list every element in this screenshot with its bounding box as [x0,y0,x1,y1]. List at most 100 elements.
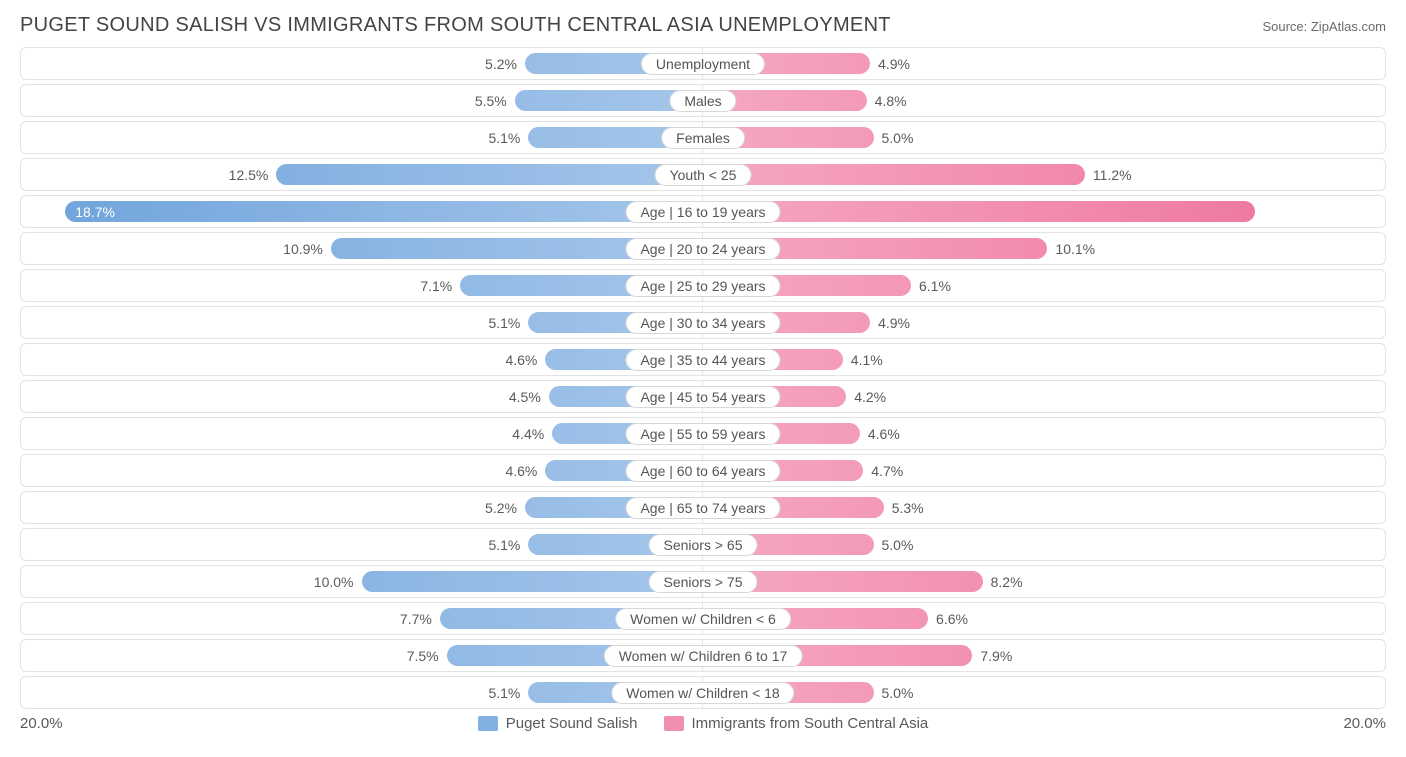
row-category-label: Age | 16 to 19 years [625,201,780,223]
value-left: 5.2% [485,500,517,516]
chart-footer: 20.0% Puget Sound Salish Immigrants from… [20,715,1386,732]
row-left-half: 18.7% [20,195,703,228]
chart-row: 4.4% 4.6% Age | 55 to 59 years [20,417,1386,450]
chart-row: 7.1% 6.1% Age | 25 to 29 years [20,269,1386,302]
row-right-half: 5.3% [703,491,1386,524]
row-category-label: Age | 30 to 34 years [625,312,780,334]
row-left-half: 12.5% [20,158,703,191]
axis-max-left: 20.0% [20,715,63,732]
chart-row: 5.2% 4.9% Unemployment [20,47,1386,80]
chart-row: 5.1% 4.9% Age | 30 to 34 years [20,306,1386,339]
chart-row: 4.6% 4.7% Age | 60 to 64 years [20,454,1386,487]
chart-title: PUGET SOUND SALISH VS IMMIGRANTS FROM SO… [20,14,891,37]
value-left: 10.0% [314,574,354,590]
row-left-half: 5.1% [20,528,703,561]
diverging-bar-chart: 5.2% 4.9% Unemployment 5.5% 4.8% Males 5… [20,47,1386,709]
row-left-half: 10.9% [20,232,703,265]
value-left: 7.7% [400,611,432,627]
row-right-half: 4.9% [703,306,1386,339]
value-left: 5.1% [488,537,520,553]
chart-row: 12.5% 11.2% Youth < 25 [20,158,1386,191]
row-right-half: 4.7% [703,454,1386,487]
row-left-half: 5.1% [20,121,703,154]
chart-row: 18.7% 16.2% Age | 16 to 19 years [20,195,1386,228]
chart-legend: Puget Sound Salish Immigrants from South… [478,715,929,732]
value-left: 5.1% [488,685,520,701]
legend-item-right: Immigrants from South Central Asia [664,715,929,732]
row-category-label: Women w/ Children 6 to 17 [604,645,803,667]
row-right-half: 6.1% [703,269,1386,302]
row-right-half: 4.6% [703,417,1386,450]
row-left-half: 7.5% [20,639,703,672]
axis-max-right: 20.0% [1343,715,1386,732]
row-right-half: 4.9% [703,47,1386,80]
value-right: 4.7% [871,463,903,479]
legend-label-right: Immigrants from South Central Asia [692,715,929,732]
chart-row: 5.1% 5.0% Seniors > 65 [20,528,1386,561]
row-right-half: 6.6% [703,602,1386,635]
value-left: 5.1% [488,130,520,146]
value-left: 10.9% [283,241,323,257]
value-right: 10.1% [1055,241,1095,257]
value-left: 12.5% [229,167,269,183]
row-left-half: 5.2% [20,47,703,80]
value-right: 4.2% [854,389,886,405]
value-right: 11.2% [1093,167,1132,183]
bar-right: 16.2% [703,201,1255,222]
row-category-label: Women w/ Children < 18 [611,682,794,704]
row-category-label: Age | 65 to 74 years [625,497,780,519]
chart-row: 5.1% 5.0% Females [20,121,1386,154]
legend-label-left: Puget Sound Salish [506,715,638,732]
row-left-half: 7.1% [20,269,703,302]
value-left: 4.6% [505,463,537,479]
row-left-half: 5.5% [20,84,703,117]
row-category-label: Age | 20 to 24 years [625,238,780,260]
row-left-half: 4.6% [20,454,703,487]
value-right: 4.8% [875,93,907,109]
row-left-half: 5.2% [20,491,703,524]
row-right-half: 7.9% [703,639,1386,672]
value-left: 7.5% [407,648,439,664]
row-right-half: 4.1% [703,343,1386,376]
value-left: 5.5% [475,93,507,109]
value-right: 4.1% [851,352,883,368]
row-category-label: Age | 60 to 64 years [625,460,780,482]
row-left-half: 7.7% [20,602,703,635]
row-category-label: Age | 45 to 54 years [625,386,780,408]
row-left-half: 4.5% [20,380,703,413]
row-right-half: 5.0% [703,121,1386,154]
row-category-label: Age | 35 to 44 years [625,349,780,371]
row-right-half: 5.0% [703,528,1386,561]
value-left: 4.6% [505,352,537,368]
bar-right: 11.2% [703,164,1085,185]
row-category-label: Males [669,90,736,112]
chart-row: 5.1% 5.0% Women w/ Children < 18 [20,676,1386,709]
row-right-half: 5.0% [703,676,1386,709]
value-right: 5.0% [882,130,914,146]
row-category-label: Age | 25 to 29 years [625,275,780,297]
bar-left: 18.7% [65,201,702,222]
row-right-half: 4.8% [703,84,1386,117]
row-category-label: Women w/ Children < 6 [615,608,791,630]
row-right-half: 4.2% [703,380,1386,413]
row-category-label: Seniors > 65 [649,534,758,556]
row-right-half: 8.2% [703,565,1386,598]
legend-item-left: Puget Sound Salish [478,715,638,732]
legend-swatch-right [664,716,684,731]
chart-row: 4.6% 4.1% Age | 35 to 44 years [20,343,1386,376]
chart-row: 7.5% 7.9% Women w/ Children 6 to 17 [20,639,1386,672]
chart-row: 7.7% 6.6% Women w/ Children < 6 [20,602,1386,635]
value-right: 6.1% [919,278,951,294]
row-category-label: Unemployment [641,53,765,75]
chart-row: 5.5% 4.8% Males [20,84,1386,117]
value-right: 5.3% [892,500,924,516]
row-left-half: 5.1% [20,676,703,709]
row-category-label: Females [661,127,745,149]
value-left: 5.1% [488,315,520,331]
chart-row: 10.0% 8.2% Seniors > 75 [20,565,1386,598]
row-left-half: 4.6% [20,343,703,376]
chart-row: 4.5% 4.2% Age | 45 to 54 years [20,380,1386,413]
row-category-label: Youth < 25 [655,164,752,186]
row-left-half: 4.4% [20,417,703,450]
value-right: 8.2% [991,574,1023,590]
